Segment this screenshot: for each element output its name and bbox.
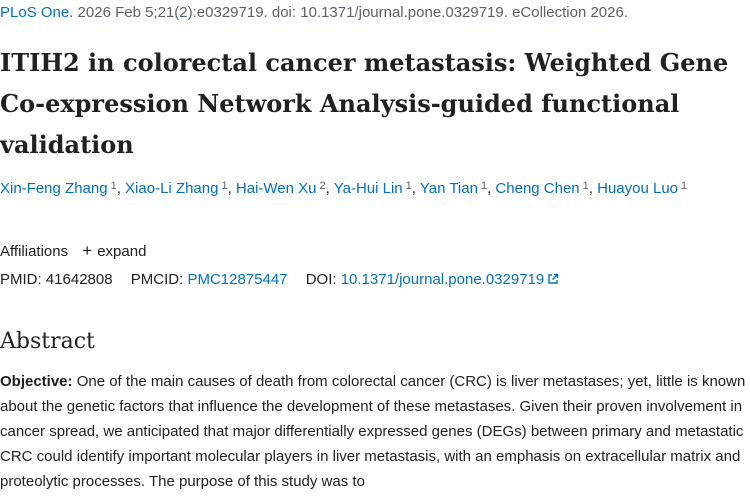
author-separator: , <box>325 180 334 197</box>
author-affiliation-number[interactable]: 1 <box>480 180 488 192</box>
expand-label: expand <box>97 243 147 260</box>
author-separator: , <box>487 180 496 197</box>
author-affiliation-number[interactable]: 1 <box>681 180 688 192</box>
author-separator: , <box>411 180 420 197</box>
affiliations-row: Affiliations + expand <box>0 240 146 263</box>
citation-line: PLoS One. 2026 Feb 5;21(2):e0329719. doi… <box>0 3 628 23</box>
author-link[interactable]: Hai-Wen Xu <box>235 180 317 197</box>
author-separator: , <box>227 180 236 197</box>
doi-link[interactable]: 10.1371/journal.pone.0329719 <box>341 271 560 288</box>
author-link[interactable]: Ya-Hui Lin <box>333 180 403 197</box>
author-affiliation-number[interactable]: 1 <box>582 180 589 192</box>
affiliations-label: Affiliations <box>0 243 69 260</box>
author-link[interactable]: Xin-Feng Zhang <box>0 180 108 197</box>
abstract-heading: Abstract <box>0 329 95 354</box>
pmid-label: PMID: <box>0 271 42 288</box>
article-title: ITIH2 in colorectal cancer metastasis: W… <box>0 48 729 159</box>
citation-details: . 2026 Feb 5;21(2):e0329719. doi: 10.137… <box>69 4 628 21</box>
doi-value: 10.1371/journal.pone.0329719 <box>340 271 545 288</box>
pmid-value: 41642808 <box>45 271 113 288</box>
doi-label: DOI: <box>305 271 337 288</box>
pmid-group: PMID: 41642808 <box>0 271 117 288</box>
affiliations-expand-button[interactable]: + expand <box>82 241 147 260</box>
objective-text: One of the main causes of death from col… <box>0 373 746 490</box>
abstract-paragraph: Objective: One of the main causes of dea… <box>0 369 750 494</box>
pmcid-group: PMCID: PMC12875447 <box>131 271 292 288</box>
plus-icon: + <box>82 241 93 260</box>
author-item: Huayou Luo 1 <box>597 180 687 197</box>
author-affiliation-number[interactable]: 1 <box>405 180 412 192</box>
author-item: Cheng Chen 1 <box>495 180 588 197</box>
pmcid-link[interactable]: PMC12875447 <box>187 271 288 288</box>
author-affiliation-number[interactable]: 2 <box>319 180 326 192</box>
external-link-icon <box>548 273 559 284</box>
author-link[interactable]: Huayou Luo <box>597 180 679 197</box>
author-separator: , <box>588 180 598 197</box>
author-item: Yan Tian 1 <box>420 180 487 197</box>
journal-link[interactable]: PLoS One <box>0 4 70 21</box>
author-item: Hai-Wen Xu 2 <box>236 180 326 197</box>
identifiers-row: PMID: 41642808 PMCID: PMC12875447 DOI: 1… <box>0 269 573 291</box>
objective-label: Objective: <box>0 373 73 390</box>
author-list: Xin-Feng Zhang 1, Xiao-Li Zhang 1, Hai-Wen… <box>0 176 740 201</box>
author-link[interactable]: Cheng Chen <box>495 180 580 197</box>
author-link[interactable]: Yan Tian <box>419 180 478 197</box>
author-item: Xin-Feng Zhang 1 <box>0 180 117 197</box>
author-item: Xiao-Li Zhang 1 <box>125 180 228 197</box>
author-link[interactable]: Xiao-Li Zhang <box>125 180 219 197</box>
author-separator: , <box>116 180 126 197</box>
author-item: Ya-Hui Lin 1 <box>334 180 412 197</box>
author-affiliation-number[interactable]: 1 <box>110 180 117 192</box>
author-affiliation-number[interactable]: 1 <box>221 180 228 192</box>
doi-group: DOI: 10.1371/journal.pone.0329719 <box>306 271 560 288</box>
pmcid-label: PMCID: <box>130 271 184 288</box>
